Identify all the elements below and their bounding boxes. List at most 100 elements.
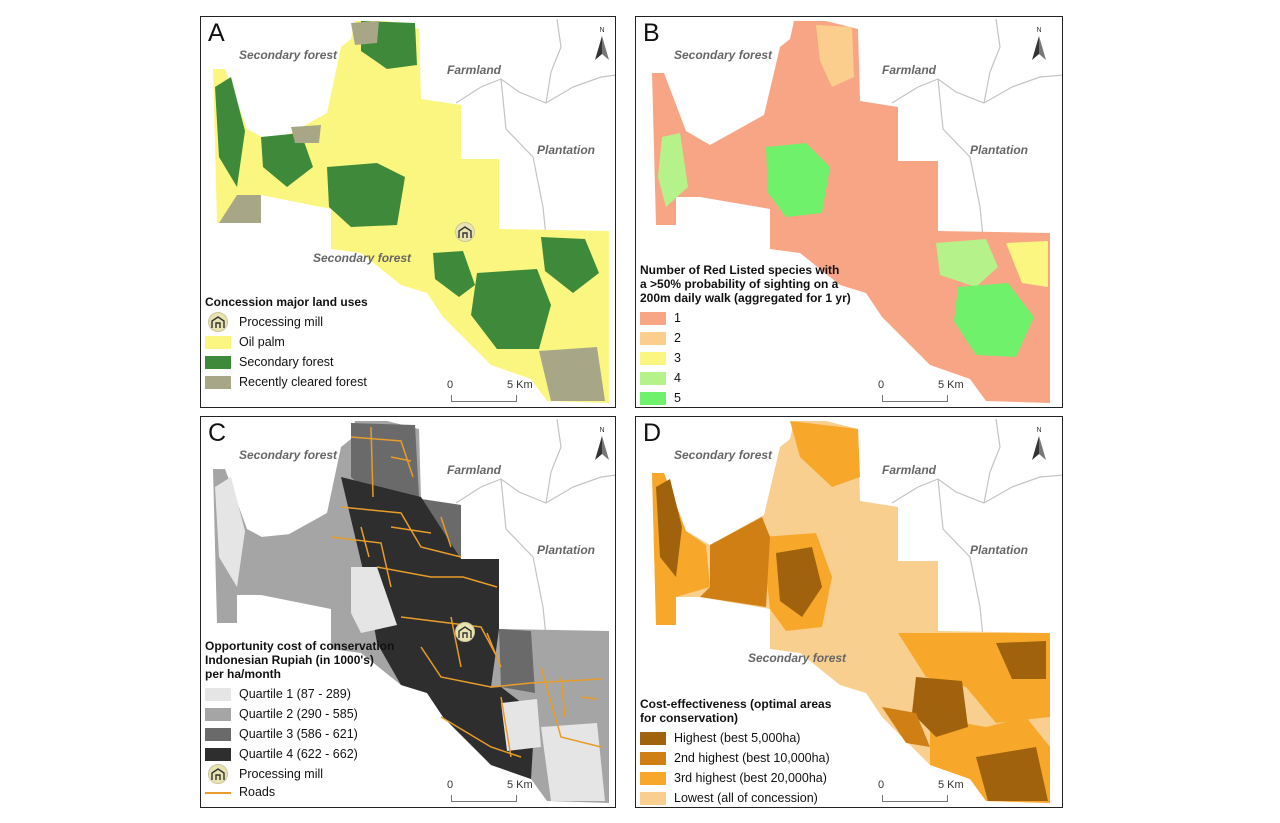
- legend-label: 1: [674, 311, 681, 325]
- legend-title: Number of Red Listed species with a >50%…: [640, 263, 851, 305]
- legend-swatch: [205, 687, 231, 701]
- region-label-secondary-forest: Secondary forest: [674, 448, 773, 462]
- legend-species: Number of Red Listed species with a >50%…: [640, 263, 851, 407]
- legend-item: 1: [640, 308, 851, 328]
- legend-title-line: Opportunity cost of conservation: [205, 639, 395, 653]
- processing-mill-icon: [205, 312, 231, 332]
- region-label-secondary-forest: Secondary forest: [239, 48, 338, 62]
- species-patch: [936, 239, 998, 287]
- scale-end: 5 Km: [938, 779, 964, 791]
- surrounding-boundaries: [455, 418, 615, 638]
- species-patch: [766, 143, 830, 217]
- scale-start: 0: [447, 379, 454, 391]
- legend-label: Roads: [239, 785, 276, 799]
- region-label-farmland: Farmland: [447, 63, 502, 77]
- species-patch: [954, 283, 1034, 357]
- scale-bar-line: [451, 795, 517, 802]
- legend-item-highest: Highest (best 5,000ha): [640, 728, 831, 748]
- legend-label: 5: [674, 391, 681, 405]
- scale-bar: 0 5 Km: [445, 379, 565, 407]
- legend-label: Processing mill: [239, 767, 324, 781]
- panel-letter: B: [643, 19, 660, 47]
- legend-title: Cost-effectiveness (optimal areas for co…: [640, 697, 831, 725]
- processing-mill-icon: [455, 222, 475, 242]
- north-arrow-icon: N: [590, 427, 614, 467]
- legend-item-processing-mill: Processing mill: [205, 312, 368, 332]
- north-letter: N: [1036, 427, 1042, 434]
- scale-start: 0: [878, 779, 885, 791]
- land-use-map: [213, 18, 615, 403]
- species-patch: [816, 25, 854, 87]
- legend-label: Recently cleared forest: [239, 375, 367, 389]
- scale-bar-line: [451, 395, 517, 402]
- panel-letter: A: [208, 19, 225, 47]
- region-label-farmland: Farmland: [882, 63, 937, 77]
- legend-swatch: [205, 747, 231, 761]
- scale-bar-line: [882, 395, 948, 402]
- region-label-plantation: Plantation: [970, 543, 1029, 557]
- panel-b: B Secondary forest Farmland Plantation N…: [635, 16, 1063, 408]
- panel-letter: C: [208, 419, 227, 447]
- legend-label: Quartile 4 (622 - 662): [239, 747, 358, 761]
- legend-title-line: per ha/month: [205, 667, 282, 681]
- region-label-secondary-forest: Secondary forest: [313, 251, 412, 265]
- region-label-plantation: Plantation: [537, 143, 596, 157]
- legend-item-oil-palm: Oil palm: [205, 332, 368, 352]
- panel-a: A Secondary forest Farmland Plantation S…: [200, 16, 616, 408]
- surrounding-boundaries: [891, 418, 1062, 638]
- region-label-plantation: Plantation: [970, 143, 1029, 157]
- legend-cost-effectiveness: Cost-effectiveness (optimal areas for co…: [640, 697, 831, 807]
- legend-swatch: [640, 371, 666, 385]
- concession-area: [652, 21, 1050, 403]
- legend-swatch: [640, 771, 666, 785]
- legend-label: Lowest (all of concession): [674, 791, 818, 805]
- roads-network: [330, 426, 602, 758]
- legend-item: 4: [640, 368, 851, 388]
- legend-label: Quartile 2 (290 - 585): [239, 707, 358, 721]
- legend-swatch: [640, 751, 666, 765]
- legend-swatch: [640, 731, 666, 745]
- legend-title-line: for conservation): [640, 711, 739, 725]
- legend-swatch: [205, 375, 231, 389]
- road-line-swatch: [205, 786, 231, 799]
- region-label-plantation: Plantation: [537, 543, 596, 557]
- scale-start: 0: [878, 379, 885, 391]
- cost-patch: [351, 567, 397, 633]
- legend-label: Highest (best 5,000ha): [674, 731, 801, 745]
- legend-item-quartile-4: Quartile 4 (622 - 662): [205, 744, 394, 764]
- legend-title-line: 200m daily walk (aggregated for 1 yr): [640, 291, 851, 305]
- processing-mill-icon: [455, 622, 475, 642]
- scale-end: 5 Km: [938, 379, 964, 391]
- legend-item-quartile-2: Quartile 2 (290 - 585): [205, 704, 394, 724]
- north-arrow-icon: N: [1027, 427, 1051, 467]
- cost-patch: [261, 533, 313, 587]
- legend-item-processing-mill: Processing mill: [205, 764, 394, 784]
- legend-swatch: [640, 351, 666, 365]
- scale-bar: 0 5 Km: [876, 379, 996, 407]
- legend-item: 5: [640, 388, 851, 407]
- legend-swatch: [205, 727, 231, 741]
- north-letter: N: [599, 427, 605, 434]
- legend-item-recently-cleared-forest: Recently cleared forest: [205, 372, 368, 392]
- cost-effectiveness-patch: [700, 517, 770, 607]
- panel-letter: D: [643, 419, 662, 447]
- legend-title-line: Cost-effectiveness (optimal areas: [640, 697, 832, 711]
- legend-item-roads: Roads: [205, 784, 394, 800]
- cost-effectiveness-patch: [656, 479, 682, 577]
- cost-patch: [215, 477, 245, 587]
- legend-label: Quartile 1 (87 - 289): [239, 687, 351, 701]
- legend-title-line: Number of Red Listed species with: [640, 263, 840, 277]
- legend-label: Processing mill: [239, 315, 324, 329]
- processing-mill-icon: [205, 764, 231, 784]
- opportunity-cost-map: [213, 418, 615, 803]
- scale-bar: 0 5 Km: [876, 779, 996, 807]
- cost-effectiveness-patch: [790, 421, 860, 487]
- north-letter: N: [599, 27, 605, 34]
- legend-item-secondary-forest: Secondary forest: [205, 352, 368, 372]
- legend-item-3rd-highest: 3rd highest (best 20,000ha): [640, 768, 831, 788]
- legend-swatch: [205, 355, 231, 369]
- legend-item-lowest: Lowest (all of concession): [640, 788, 831, 807]
- red-listed-species-map: [652, 18, 1062, 403]
- scale-start: 0: [447, 779, 454, 791]
- region-label-secondary-forest: Secondary forest: [674, 48, 773, 62]
